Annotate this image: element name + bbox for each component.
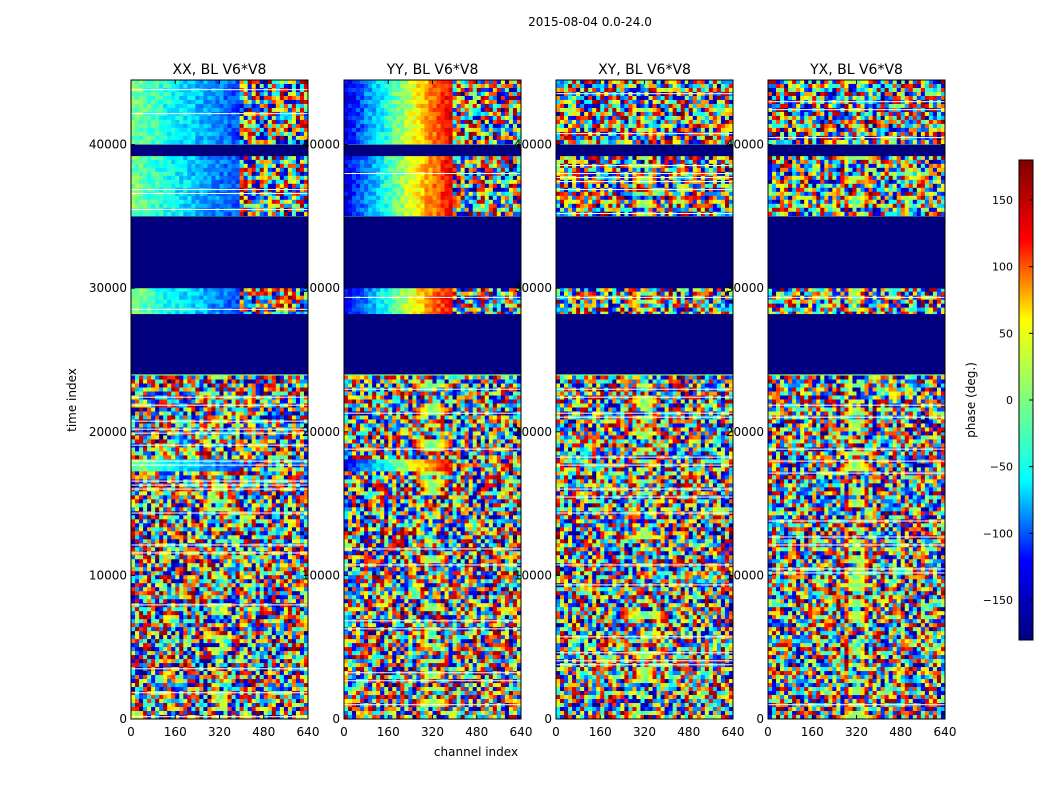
colorbar-tick-label: −100 — [983, 527, 1013, 540]
y-tick-label: 40000 — [726, 138, 764, 152]
heatmap-panels: XX, BL V6*V8 0 160 320 480 640 0 10000 20000 3000… — [89, 62, 957, 739]
y-tick-label: 10000 — [726, 568, 764, 582]
heatmap-cells — [344, 80, 521, 719]
x-tick-label: 0 — [127, 725, 135, 739]
flagged-time-block — [131, 314, 308, 374]
x-tick-label: 0 — [340, 725, 348, 739]
heatmap-cells — [768, 80, 945, 719]
x-tick-label: 0 — [764, 725, 772, 739]
colorbar-tick-label: 50 — [999, 327, 1013, 340]
panel-1: XX, BL V6*V8 0 160 320 480 640 0 10000 20000 3000… — [89, 62, 320, 739]
y-tick-label: 40000 — [89, 138, 127, 152]
y-tick-label: 20000 — [514, 425, 552, 439]
x-tick-label: 160 — [164, 725, 187, 739]
x-tick-label: 320 — [208, 725, 231, 739]
x-tick-label: 320 — [845, 725, 868, 739]
panel-2: YY, BL V6*V8 0 160 320 480 640 0 10000 20000 3000… — [302, 62, 533, 739]
x-axis-label: channel index — [434, 745, 518, 759]
flagged-time-block — [131, 145, 308, 156]
y-tick-label: 30000 — [302, 281, 340, 295]
flagged-time-block — [556, 314, 733, 374]
flagged-time-block — [768, 314, 945, 374]
flagged-time-block — [556, 145, 733, 156]
y-tick-label: 40000 — [514, 138, 552, 152]
flagged-time-block — [768, 216, 945, 288]
heatmap-cells — [131, 80, 308, 719]
flagged-time-block — [768, 145, 945, 156]
panel-3: XY, BL V6*V8 0 160 320 480 640 0 10000 20000 3000… — [514, 62, 745, 739]
panel-title: YX, BL V6*V8 — [809, 62, 903, 78]
flagged-time-block — [344, 314, 521, 374]
colorbar: −150 −100 −50 0 50 100 150 — [983, 160, 1033, 640]
y-tick-label: 0 — [756, 712, 764, 726]
y-tick-label: 30000 — [514, 281, 552, 295]
panel-title: XY, BL V6*V8 — [598, 62, 691, 78]
x-tick-label: 640 — [722, 725, 745, 739]
colorbar-tick-label: −50 — [990, 461, 1013, 474]
x-tick-label: 480 — [889, 725, 912, 739]
x-tick-label: 640 — [510, 725, 533, 739]
x-tick-label: 320 — [421, 725, 444, 739]
x-tick-label: 0 — [552, 725, 560, 739]
x-tick-label: 640 — [297, 725, 320, 739]
y-tick-label: 20000 — [89, 425, 127, 439]
y-tick-label: 40000 — [302, 138, 340, 152]
y-tick-label: 10000 — [302, 568, 340, 582]
y-tick-label: 0 — [332, 712, 340, 726]
colorbar-tick-label: 100 — [992, 261, 1013, 274]
x-tick-label: 480 — [677, 725, 700, 739]
y-axis-label: time index — [65, 368, 79, 432]
x-tick-label: 640 — [934, 725, 957, 739]
colorbar-tick-label: 150 — [992, 194, 1013, 207]
y-tick-label: 10000 — [89, 568, 127, 582]
x-tick-label: 160 — [589, 725, 612, 739]
figure-suptitle: 2015-08-04 0.0-24.0 — [528, 15, 652, 29]
y-tick-label: 10000 — [514, 568, 552, 582]
x-tick-label: 160 — [377, 725, 400, 739]
colorbar-label: phase (deg.) — [964, 362, 978, 438]
y-tick-label: 0 — [544, 712, 552, 726]
colorbar-tick-label: 0 — [1006, 394, 1013, 407]
flagged-time-block — [131, 216, 308, 288]
y-tick-label: 20000 — [726, 425, 764, 439]
heatmap-cells — [556, 80, 733, 719]
x-tick-label: 480 — [252, 725, 275, 739]
colorbar-tick-label: −150 — [983, 594, 1013, 607]
y-tick-label: 20000 — [302, 425, 340, 439]
flagged-time-block — [556, 216, 733, 288]
x-tick-label: 480 — [465, 725, 488, 739]
flagged-time-block — [344, 216, 521, 288]
x-tick-label: 160 — [801, 725, 824, 739]
y-tick-label: 30000 — [89, 281, 127, 295]
panel-title: YY, BL V6*V8 — [386, 62, 479, 78]
y-tick-label: 0 — [119, 712, 127, 726]
panel-title: XX, BL V6*V8 — [173, 62, 267, 78]
y-tick-label: 30000 — [726, 281, 764, 295]
flagged-time-block — [344, 145, 521, 156]
x-tick-label: 320 — [633, 725, 656, 739]
panel-4: YX, BL V6*V8 0 160 320 480 640 0 10000 20000 3000… — [726, 62, 957, 739]
